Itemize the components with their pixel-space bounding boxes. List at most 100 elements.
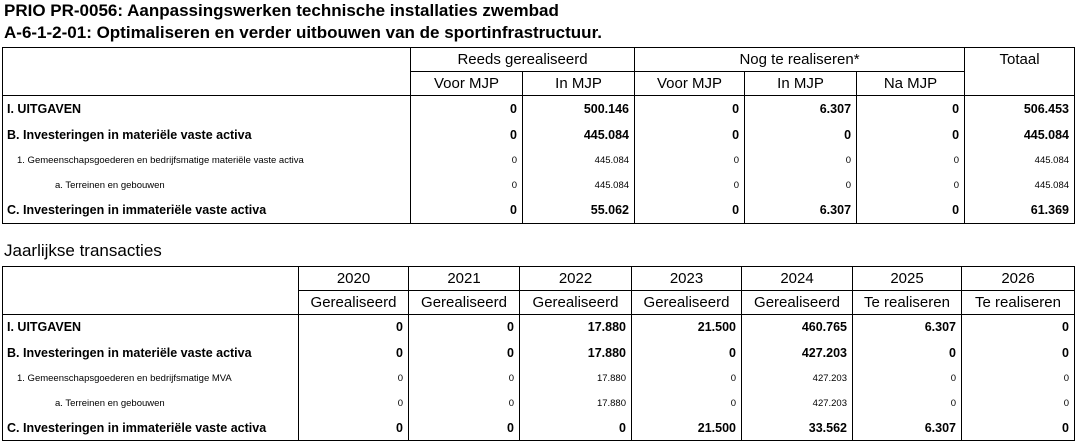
cell: 21.500 [631, 314, 742, 340]
cell: 0 [634, 197, 745, 224]
project-title: PRIO PR-0056: Aanpassingswerken technisc… [4, 1, 559, 20]
status-header: Gerealiseerd [519, 290, 632, 315]
cell: 0 [744, 172, 857, 198]
year-header: 2023 [631, 266, 742, 291]
table-row: 1. Gemeenschapsgoederen en bedrijfsmatig… [2, 365, 1075, 391]
cell: 0 [410, 147, 523, 173]
cell: 21.500 [631, 415, 742, 441]
row-label: 1. Gemeenschapsgoederen en bedrijfsmatig… [2, 365, 299, 391]
cell: 0 [961, 415, 1075, 441]
cell: 506.453 [964, 95, 1076, 122]
cell: 61.369 [964, 197, 1076, 224]
subheader: Voor MJP [634, 71, 746, 96]
cell: 0 [634, 147, 745, 173]
row-label: I. UITGAVEN [2, 314, 299, 340]
cell: 0 [410, 95, 523, 122]
cell: 0 [298, 365, 409, 391]
summary-header-blank [2, 47, 411, 96]
cell: 0 [961, 339, 1075, 366]
cell: 0 [744, 147, 857, 173]
cell: 0 [408, 415, 520, 441]
cell: 6.307 [744, 197, 857, 224]
year-header: 2025 [852, 266, 962, 291]
cell: 0 [408, 365, 520, 391]
group-header-totaal: Totaal [964, 47, 1076, 72]
row-label: a. Terreinen en gebouwen [2, 390, 299, 416]
cell: 500.146 [521, 95, 635, 122]
cell: 17.880 [519, 339, 632, 366]
cell: 0 [856, 121, 965, 148]
table-row: B. Investeringen in materiële vaste acti… [2, 339, 1075, 366]
cell: 0 [856, 172, 965, 198]
cell: 0 [410, 172, 523, 198]
table-row: 1. Gemeenschapsgoederen en bedrijfsmatig… [2, 147, 1076, 173]
table-row: C. Investeringen in immateriële vaste ac… [2, 197, 1076, 224]
cell: 0 [519, 415, 632, 441]
year-header: 2021 [408, 266, 520, 291]
cell: 427.203 [741, 339, 853, 366]
section-title-annual: Jaarlijkse transacties [4, 241, 162, 260]
row-label: C. Investeringen in immateriële vaste ac… [2, 197, 411, 224]
table-row: a. Terreinen en gebouwen 0 0 17.880 0 42… [2, 390, 1075, 416]
cell: 6.307 [852, 415, 962, 441]
status-header: Gerealiseerd [741, 290, 853, 315]
cell: 0 [852, 365, 962, 391]
cell: 17.880 [519, 314, 632, 340]
cell: 445.084 [964, 121, 1076, 148]
row-label: I. UITGAVEN [2, 95, 411, 122]
cell: 0 [634, 121, 745, 148]
cell: 0 [631, 365, 742, 391]
cell: 0 [298, 415, 409, 441]
annual-table: 2020 2021 2022 2023 2024 2025 2026 Gerea… [2, 266, 1075, 441]
cell: 0 [852, 390, 962, 416]
status-header: Te realiseren [961, 290, 1075, 315]
row-label: B. Investeringen in materiële vaste acti… [2, 121, 411, 148]
cell: 445.084 [521, 121, 635, 148]
cell: 0 [856, 95, 965, 122]
cell: 0 [410, 197, 523, 224]
summary-table: Reeds gerealiseerd Nog te realiseren* To… [2, 47, 1076, 224]
cell: 33.562 [741, 415, 853, 441]
group-header-reeds: Reeds gerealiseerd [409, 47, 636, 72]
cell: 0 [408, 314, 520, 340]
cell: 6.307 [744, 95, 857, 122]
status-header: Gerealiseerd [631, 290, 742, 315]
cell: 445.084 [521, 147, 635, 173]
row-label: a. Terreinen en gebouwen [2, 172, 411, 198]
subheader: Na MJP [856, 71, 966, 96]
table-row: I. UITGAVEN 0 0 17.880 21.500 460.765 6.… [2, 314, 1075, 340]
cell: 0 [852, 339, 962, 366]
status-header: Te realiseren [852, 290, 962, 315]
project-subtitle: A-6-1-2-01: Optimaliseren en verder uitb… [4, 23, 602, 42]
table-row: I. UITGAVEN 0 500.146 0 6.307 0 506.453 [2, 95, 1076, 122]
cell: 0 [298, 339, 409, 366]
cell: 55.062 [521, 197, 635, 224]
row-label: 1. Gemeenschapsgoederen en bedrijfsmatig… [2, 147, 411, 173]
cell: 0 [744, 121, 857, 148]
cell: 0 [634, 172, 745, 198]
cell: 0 [298, 314, 409, 340]
subheader-blank [964, 71, 1076, 96]
subheader: In MJP [744, 71, 858, 96]
table-row: C. Investeringen in immateriële vaste ac… [2, 415, 1075, 441]
row-label: C. Investeringen in immateriële vaste ac… [2, 415, 299, 441]
group-header-nog: Nog te realiseren* [634, 47, 966, 72]
cell: 0 [856, 197, 965, 224]
cell: 0 [410, 121, 523, 148]
subheader: Voor MJP [410, 71, 523, 96]
row-label: B. Investeringen in materiële vaste acti… [2, 339, 299, 366]
annual-header-blank [2, 266, 299, 315]
cell: 0 [961, 365, 1075, 391]
cell: 17.880 [519, 390, 632, 416]
cell: 445.084 [964, 147, 1076, 173]
year-header: 2020 [298, 266, 409, 291]
cell: 0 [631, 390, 742, 416]
cell: 445.084 [964, 172, 1076, 198]
cell: 0 [961, 390, 1075, 416]
cell: 427.203 [741, 365, 853, 391]
year-header: 2026 [961, 266, 1075, 291]
cell: 0 [408, 339, 520, 366]
subheader: In MJP [521, 71, 636, 96]
table-row: a. Terreinen en gebouwen 0 445.084 0 0 0… [2, 172, 1076, 198]
cell: 427.203 [741, 390, 853, 416]
